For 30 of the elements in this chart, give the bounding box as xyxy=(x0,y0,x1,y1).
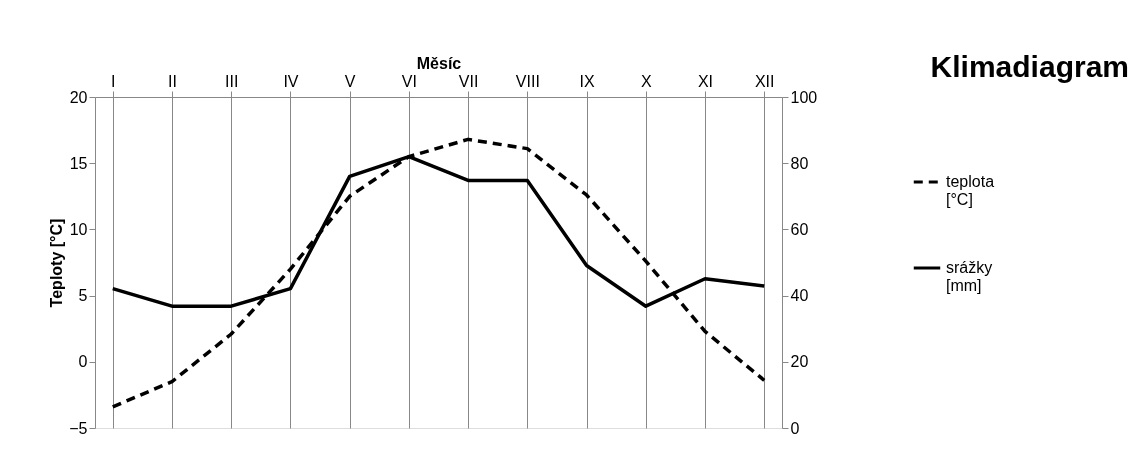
y2-tick-label: 0 xyxy=(790,419,800,437)
x-tick-label: I xyxy=(111,72,116,90)
y-tick-label: 5 xyxy=(78,287,88,305)
y-axis-title: Teploty [°C] xyxy=(48,218,66,308)
x-axis-title: Měsíc xyxy=(416,54,462,72)
y2-tick-label: 40 xyxy=(790,287,809,305)
x-tick-label: VIII xyxy=(515,72,540,90)
line-series xyxy=(111,137,766,409)
legend-label: srážky [mm] xyxy=(946,259,993,294)
x-tick-label: III xyxy=(225,72,239,90)
x-tick-label: XII xyxy=(754,72,775,90)
y2-tick-label: 100 xyxy=(790,88,818,106)
legend-label: teplota [°C] xyxy=(946,173,995,208)
y2-tick-label: 60 xyxy=(790,220,809,238)
y-tick-label: −5 xyxy=(69,419,88,437)
y-tick-label: 10 xyxy=(69,220,88,238)
x-tick-label: IX xyxy=(579,72,595,90)
x-tick-label: II xyxy=(168,72,177,90)
x-tick-label: XI xyxy=(697,72,714,90)
x-tick-label: X xyxy=(640,72,652,90)
y2-tick-label: 80 xyxy=(790,154,809,172)
y-tick-label: 0 xyxy=(78,353,88,371)
x-tick-label: VI xyxy=(401,72,417,90)
x-tick-label: VII xyxy=(458,72,479,90)
text: Klimadiagram xyxy=(930,50,1129,83)
y-tick-label: 20 xyxy=(69,88,88,106)
y-tick-label: 15 xyxy=(69,154,88,172)
y2-tick-label: 20 xyxy=(790,353,809,371)
x-tick-label: IV xyxy=(283,72,299,90)
x-tick-label: V xyxy=(344,72,356,90)
